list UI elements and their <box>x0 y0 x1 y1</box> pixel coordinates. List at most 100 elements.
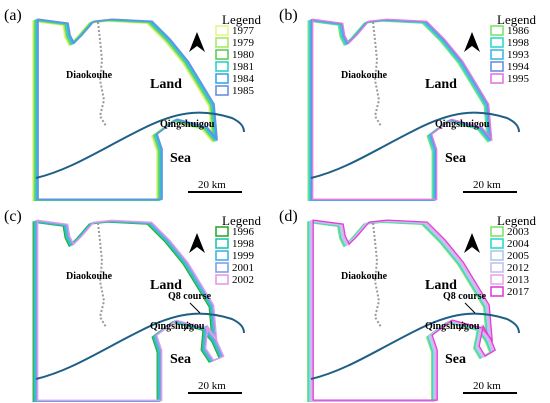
panel-a: (a) Legend 1977 1979 1980 1981 1984 1985 Diaokou… <box>0 0 275 201</box>
legend-year: 1984 <box>232 73 255 85</box>
panel-label: (a) <box>4 7 22 24</box>
scale-label: 20 km <box>198 179 226 191</box>
legend-year: 1996 <box>232 226 255 238</box>
place-sea: Sea <box>170 151 191 166</box>
place-land: Land <box>425 278 457 293</box>
north-arrow-icon <box>189 32 205 52</box>
coastline-1984 <box>36 18 217 201</box>
legend-title: Legend <box>497 12 536 27</box>
legend-year: 1998 <box>507 37 530 49</box>
legend-title: Legend <box>222 12 261 27</box>
coastline-2002 <box>37 219 225 401</box>
coastline-1980 <box>34 19 215 201</box>
q8-arrow <box>464 302 476 314</box>
place-qingshuigou: Qingshuigou <box>160 119 215 130</box>
legend-swatch <box>215 25 229 36</box>
q8-arrow <box>189 302 201 314</box>
legend-year: 2012 <box>507 262 529 274</box>
legend-swatch <box>215 37 229 48</box>
north-arrow-icon <box>189 233 205 253</box>
legend-swatch <box>215 226 229 237</box>
north-arrow-icon <box>464 233 480 253</box>
place-diaokouhe: Diaokouhe <box>66 70 113 81</box>
place-diaokouhe: Diaokouhe <box>341 70 388 81</box>
legend-year: 1999 <box>232 250 255 262</box>
coastline-2004 <box>308 221 492 402</box>
panel-c: (c) Legend 1996 1998 1999 2001 2002 Diaokouhe La… <box>0 201 275 402</box>
legend-title: Legend <box>222 213 261 228</box>
legend-swatch <box>490 238 504 249</box>
legend-swatch <box>215 49 229 60</box>
q8-course-label: Q8 course <box>443 291 487 302</box>
place-qingshuigou: Qingshuigou <box>150 321 205 332</box>
scale-label: 20 km <box>473 380 501 392</box>
river-course <box>35 111 245 179</box>
legend-swatch <box>215 262 229 273</box>
river-course <box>310 312 520 380</box>
legend-swatch <box>215 238 229 249</box>
place-qingshuigou: Qingshuigou <box>425 321 480 332</box>
place-land: Land <box>150 278 182 293</box>
place-sea: Sea <box>445 352 466 367</box>
coastline-1995 <box>312 18 493 200</box>
coastline-2003 <box>307 221 491 402</box>
panel-b: (b) Legend 1986 1998 1993 1994 1995 Diaokouhe La… <box>275 0 550 201</box>
place-land: Land <box>150 77 182 92</box>
qingshuigou-arrow <box>458 322 466 332</box>
north-arrow-icon <box>464 32 480 52</box>
legend-swatch <box>215 61 229 72</box>
panel-label: (b) <box>279 7 298 24</box>
legend-swatch <box>490 37 504 48</box>
coastline-2012 <box>310 220 494 402</box>
coastline-1994 <box>310 19 492 201</box>
legend-year: 1979 <box>232 37 255 49</box>
legend-swatch <box>215 73 229 84</box>
legend-year: 1977 <box>232 25 255 37</box>
coastline-1993 <box>309 19 491 201</box>
legend-swatch <box>490 262 504 273</box>
place-land: Land <box>425 77 457 92</box>
coastline-1979 <box>33 20 214 201</box>
legend-swatch <box>490 49 504 60</box>
legend-year: 2005 <box>507 250 530 262</box>
legend-swatch <box>490 274 504 285</box>
legend-swatch <box>490 226 504 237</box>
coastline-1998 <box>308 19 490 201</box>
legend-swatch <box>490 73 504 84</box>
legend-title: Legend <box>497 213 536 228</box>
coastline-1981 <box>35 19 216 201</box>
legend-year: 2004 <box>507 238 530 250</box>
legend-year: 1994 <box>507 61 530 73</box>
legend-year: 1985 <box>232 85 255 97</box>
place-sea: Sea <box>170 352 191 367</box>
legend-year: 1980 <box>232 49 255 61</box>
river-course <box>310 111 520 179</box>
place-qingshuigou: Qingshuigou <box>435 119 490 130</box>
panel-label: (c) <box>4 208 22 225</box>
place-diaokouhe: Diaokouhe <box>341 271 388 282</box>
legend-year: 2003 <box>507 226 530 238</box>
qingshuigou-arrow <box>183 322 191 332</box>
panel-d: (d) Legend 2003 2004 2005 2012 2013 2017 Diaokou… <box>275 201 550 402</box>
coastline-1977 <box>32 20 213 201</box>
legend-swatch <box>490 25 504 36</box>
scale-label: 20 km <box>198 380 226 392</box>
legend-swatch <box>215 274 229 285</box>
legend-year: 1998 <box>232 238 255 250</box>
legend-year: 1995 <box>507 73 530 85</box>
legend-year: 2002 <box>232 274 254 286</box>
scale-label: 20 km <box>473 179 501 191</box>
legend-year: 1986 <box>507 25 530 37</box>
legend-swatch <box>215 250 229 261</box>
coastline-1986 <box>307 20 489 201</box>
place-diaokouhe: Diaokouhe <box>66 271 113 282</box>
coastline-2005 <box>309 220 493 402</box>
coastline-1985 <box>37 18 219 200</box>
legend-year: 1981 <box>232 61 254 73</box>
legend-year: 1993 <box>507 49 530 61</box>
q8-course-label: Q8 course <box>168 291 212 302</box>
